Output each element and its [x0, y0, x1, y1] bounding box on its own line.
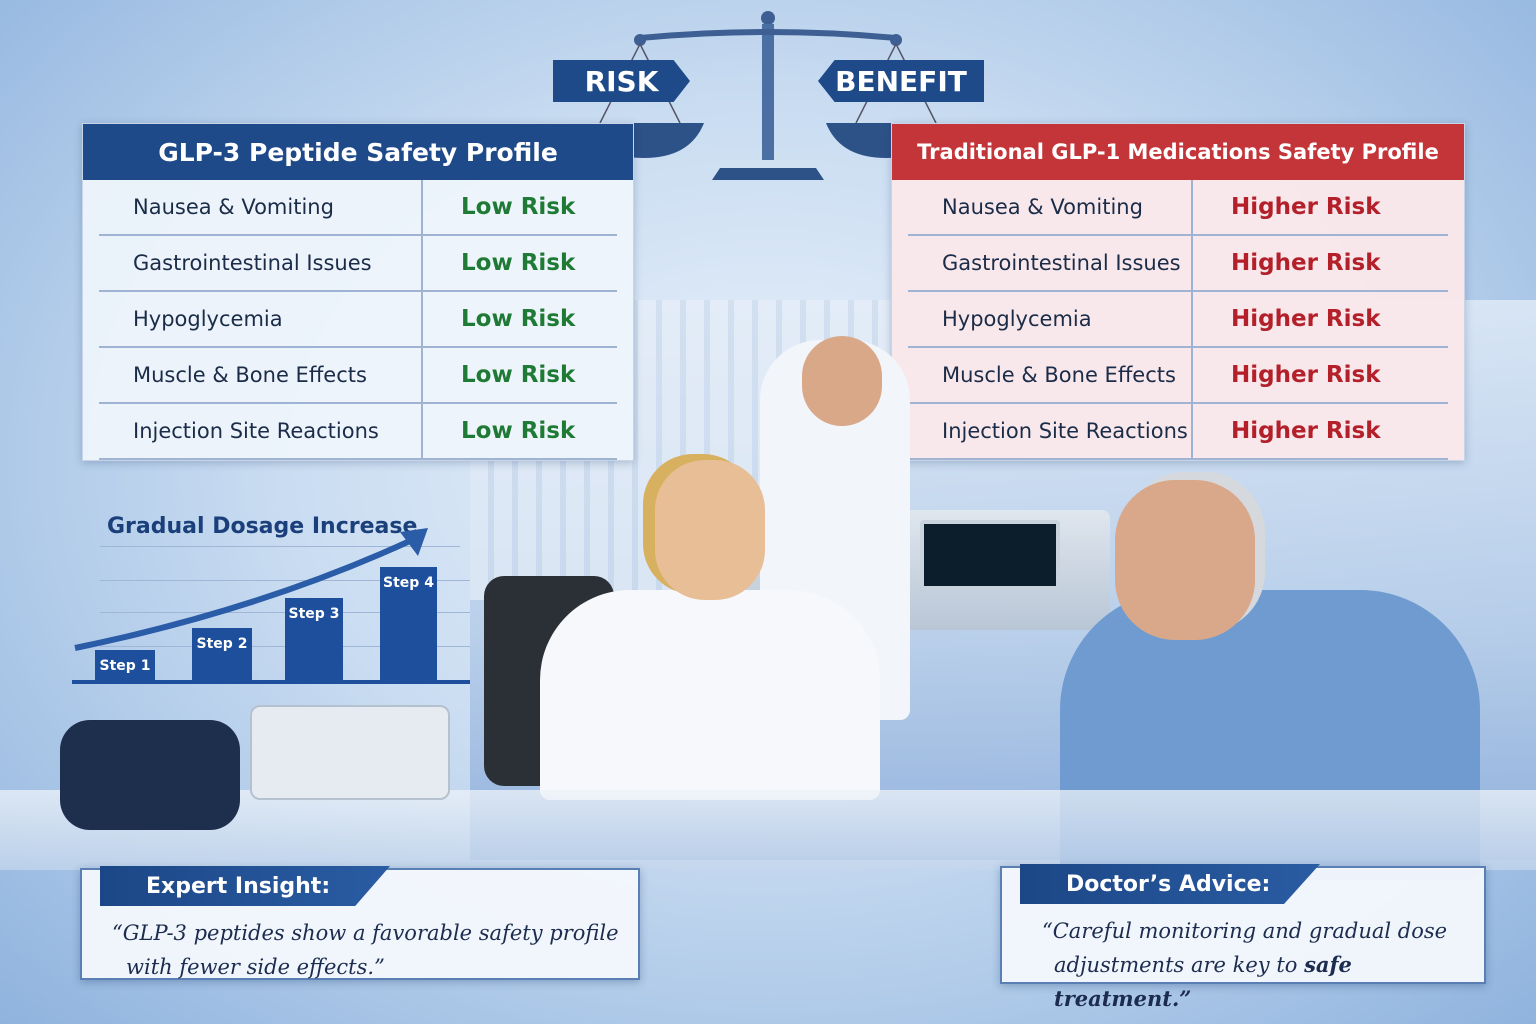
side-effect-label: Injection Site Reactions: [908, 404, 1193, 458]
risk-rating: Higher Risk: [1231, 418, 1381, 444]
table-row: Gastrointestinal Issues Higher Risk: [908, 236, 1448, 292]
bar-step-1: Step 1: [95, 650, 155, 682]
table-row: Gastrointestinal Issues Low Risk: [99, 236, 617, 292]
side-effect-label: Nausea & Vomiting: [908, 180, 1193, 234]
risk-rating: Low Risk: [461, 418, 576, 444]
doctor-head: [802, 336, 882, 426]
risk-rating: Low Risk: [461, 362, 576, 388]
table-row: Muscle & Bone Effects Higher Risk: [908, 348, 1448, 404]
quote-line: adjustments are key to: [1054, 953, 1305, 977]
benefit-label: BENEFIT: [818, 60, 984, 102]
desk: [0, 790, 1536, 870]
expert-insight-quote: “GLP-3 peptides show a favorable safety …: [112, 916, 619, 984]
glp3-safety-table: GLP-3 Peptide Safety Profile Nausea & Vo…: [82, 123, 634, 461]
bar-step-2: Step 2: [192, 628, 252, 682]
quote-line: “GLP-3 peptides show a favorable safety …: [112, 921, 619, 945]
glp1-safety-table: Traditional GLP-1 Medications Safety Pro…: [891, 123, 1465, 461]
dosage-chart: Gradual Dosage Increase Step 1 Step 2 St…: [60, 500, 480, 700]
bar-step-4: Step 4: [380, 567, 437, 682]
doctors-advice-box: Doctor’s Advice: “Careful monitoring and…: [1000, 864, 1486, 1011]
risk-rating: Low Risk: [461, 194, 576, 220]
side-effect-label: Gastrointestinal Issues: [99, 236, 423, 290]
side-effect-label: Muscle & Bone Effects: [908, 348, 1193, 402]
table-row: Hypoglycemia Low Risk: [99, 292, 617, 348]
side-effect-label: Gastrointestinal Issues: [908, 236, 1193, 290]
risk-rating: Low Risk: [461, 250, 576, 276]
risk-rating: Low Risk: [461, 306, 576, 332]
table-title: GLP-3 Peptide Safety Profile: [83, 124, 633, 180]
table-row: Injection Site Reactions Low Risk: [99, 404, 617, 460]
risk-rating: Higher Risk: [1231, 306, 1381, 332]
patient-head: [1115, 480, 1255, 640]
female-doctor-head: [655, 460, 765, 600]
risk-label: RISK: [553, 60, 690, 102]
blood-pressure-cuff: [60, 720, 240, 830]
risk-rating: Higher Risk: [1231, 362, 1381, 388]
bar-step-3: Step 3: [285, 598, 343, 682]
table-row: Injection Site Reactions Higher Risk: [908, 404, 1448, 460]
table-row: Muscle & Bone Effects Low Risk: [99, 348, 617, 404]
table-title: Traditional GLP-1 Medications Safety Pro…: [892, 124, 1464, 180]
chart-title: Gradual Dosage Increase: [107, 514, 418, 539]
side-effect-label: Nausea & Vomiting: [99, 180, 423, 234]
risk-rating: Higher Risk: [1231, 250, 1381, 276]
quote-emphasis: safe treatment.”: [1054, 952, 1352, 1011]
risk-rating: Higher Risk: [1231, 194, 1381, 220]
table-row: Hypoglycemia Higher Risk: [908, 292, 1448, 348]
quote-line: with fewer side effects.”: [126, 955, 385, 979]
doctors-advice-quote: “Careful monitoring and gradual dose adj…: [1042, 914, 1484, 1016]
doctors-advice-title: Doctor’s Advice:: [1020, 864, 1320, 904]
medical-device: [250, 705, 450, 800]
expert-insight-title: Expert Insight:: [100, 866, 390, 906]
quote-line: “Careful monitoring and gradual dose: [1042, 919, 1448, 943]
table-row: Nausea & Vomiting Higher Risk: [908, 180, 1448, 236]
female-doctor: [540, 590, 880, 800]
side-effect-label: Hypoglycemia: [99, 292, 423, 346]
side-effect-label: Injection Site Reactions: [99, 404, 423, 458]
side-effect-label: Hypoglycemia: [908, 292, 1193, 346]
trend-arrow-icon: [74, 528, 428, 651]
expert-insight-box: Expert Insight: “GLP-3 peptides show a f…: [80, 866, 640, 980]
table-row: Nausea & Vomiting Low Risk: [99, 180, 617, 236]
side-effect-label: Muscle & Bone Effects: [99, 348, 423, 402]
